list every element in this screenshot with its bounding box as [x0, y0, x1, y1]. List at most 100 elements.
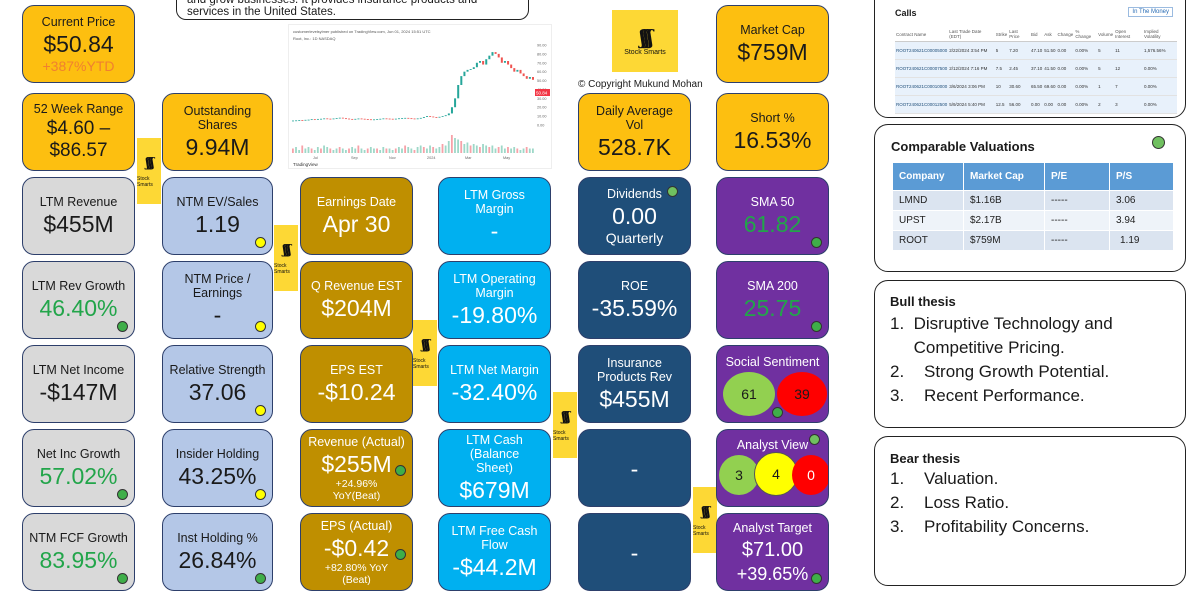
contract-link[interactable]: ROOT240621C00007500	[895, 59, 949, 78]
price-candle	[407, 117, 410, 119]
insurance-products-rev-tile: Insurance Products Rev $455M	[578, 345, 691, 423]
list-item: 3. Profitability Concerns.	[890, 517, 1090, 536]
price-chart-svg: customerlevelsylmer published on Trading…	[292, 29, 550, 167]
price-candle	[301, 120, 304, 121]
price-candle	[394, 118, 397, 120]
y-tick-label: 90.00	[537, 44, 547, 48]
price-candle	[391, 118, 394, 120]
in-the-money-filter[interactable]: In The Money	[1128, 7, 1173, 17]
logo-mark-icon: ʃʃʃ	[639, 24, 654, 49]
tile-label: Net Inc Growth	[36, 446, 121, 461]
insider-holding-tile: Insider Holding 43.25%	[162, 429, 273, 507]
status-dot-icon	[667, 186, 678, 197]
status-dot-icon	[809, 434, 820, 445]
description-box: and grow businesses. It provides insuran…	[176, 0, 529, 20]
price-candle	[429, 116, 432, 117]
price-candle	[323, 118, 326, 120]
x-tick-label: 2024	[427, 156, 435, 160]
volume-bar	[450, 135, 453, 153]
price-candle	[416, 118, 419, 120]
price-candle	[444, 115, 447, 117]
price-candle	[397, 118, 400, 120]
tile-value: -$10.24	[317, 378, 396, 405]
tile-label: NTM Price / Earnings	[184, 271, 251, 300]
contract-link[interactable]: ROOT240621C00012500	[895, 95, 949, 114]
chart-last-label: 50.84	[536, 91, 548, 96]
volume-bar	[516, 148, 519, 153]
y-tick-label: 60.00	[537, 70, 547, 74]
calls-title: Calls	[895, 8, 917, 18]
volume-bar	[438, 147, 441, 153]
bear-thesis-panel: Bear thesis 1. Valuation. 2. Loss Ratio. 3…	[874, 436, 1186, 586]
volume-bar	[373, 148, 375, 153]
tile-sub: +387%YTD	[42, 57, 115, 74]
tile-value: 43.25%	[178, 462, 257, 489]
volume-bar	[388, 148, 391, 153]
price-candle	[426, 116, 429, 117]
volume-bar	[407, 147, 410, 153]
tile-value: -32.40%	[451, 378, 538, 405]
tile-label: Dividends	[607, 186, 662, 201]
volume-bar	[466, 142, 469, 153]
tile-label: LTM Cash (Balance Sheet)	[466, 432, 523, 475]
price-candle	[491, 52, 494, 56]
x-tick-label: Sep	[351, 156, 358, 160]
company-description: and grow businesses. It provides insuran…	[187, 0, 478, 18]
tile-value: $4.60 –	[46, 118, 111, 139]
logo-text: Stock Smarts	[624, 48, 666, 56]
y-tick-label: 70.00	[537, 61, 547, 65]
q-revenue-est-tile: Q Revenue EST $204M	[300, 261, 413, 339]
outstanding-shares-tile: Outstanding Shares 9.94M	[162, 93, 273, 171]
analyst-hold-bubble: 4	[754, 452, 798, 496]
tile-label: Relative Strength	[169, 362, 266, 377]
tile-label: Insurance Products Rev	[596, 355, 673, 384]
price-candle	[313, 119, 316, 121]
chart-ticker: Root, Inc.: 1D NASDAQ	[293, 36, 335, 41]
tile-label: LTM Revenue	[39, 194, 118, 209]
price-candle	[363, 118, 366, 120]
table-row: ROOT240621C00010000 3/6/2024 3:06 PM 10 30.…	[895, 77, 1177, 96]
tile-value: $71.00	[741, 538, 804, 561]
contract-link[interactable]: ROOT240621C00010000	[895, 77, 949, 96]
volume-bar	[503, 148, 506, 153]
volume-bar	[441, 144, 444, 153]
header-market-cap: Market Cap	[963, 162, 1045, 191]
price-candle	[329, 118, 332, 120]
analyst-buy-bubble: 3	[719, 455, 759, 495]
contract-link[interactable]: ROOT240621C00005000	[895, 41, 949, 60]
calls-header-cell: Change	[1056, 27, 1075, 42]
price-candle	[475, 62, 478, 68]
status-dot-icon	[1152, 136, 1165, 149]
volume-bar	[379, 150, 382, 153]
calls-header-cell: Open Interest	[1114, 27, 1144, 42]
chart-footer: TradingView	[293, 162, 319, 167]
header-company: Company	[892, 162, 964, 191]
status-dot-icon	[117, 321, 128, 332]
volume-bar	[485, 145, 488, 153]
tile-label: Earnings Date	[316, 194, 397, 209]
stock-smarts-logo: ʃʃʃ Stock Smarts	[612, 10, 678, 72]
short-percent-tile: Short % 16.53%	[716, 93, 829, 171]
volume-bar	[401, 148, 403, 153]
tile-value: 0.00	[612, 202, 657, 229]
tile-value: 9.94M	[185, 133, 250, 160]
tile-value: 1.19	[195, 210, 240, 237]
volume-bar	[479, 147, 481, 153]
volume-bar	[329, 148, 332, 153]
x-tick-label: Jul	[313, 156, 318, 160]
price-candle	[310, 119, 313, 121]
roe-tile: ROE -35.59%	[578, 261, 691, 339]
volume-bar	[360, 148, 363, 153]
tile-sub: +24.96%	[335, 477, 378, 490]
price-candle	[382, 118, 385, 120]
tile-value: $255M	[321, 450, 392, 477]
volume-bar	[419, 145, 422, 153]
tile-value: 83.95%	[39, 546, 118, 573]
volume-bar	[351, 147, 354, 153]
volume-bar	[444, 145, 447, 153]
comparables-title: Comparable Valuations	[891, 139, 1035, 154]
analyst-view-tile: Analyst View 3 4 0	[716, 429, 829, 507]
net-inc-growth-tile: Net Inc Growth 57.02%	[22, 429, 135, 507]
status-dot-icon	[255, 489, 266, 500]
price-candle	[376, 119, 379, 120]
